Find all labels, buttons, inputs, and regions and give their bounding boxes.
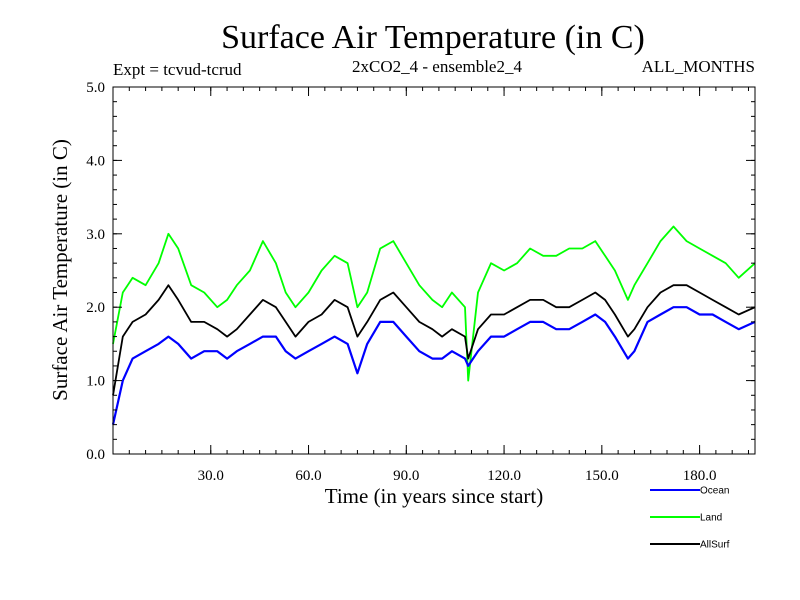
y-axis-label: Surface Air Temperature (in C)	[48, 139, 72, 401]
series-line-land	[112, 225, 756, 382]
x-tick-label: 150.0	[585, 468, 619, 484]
x-tick-label: 180.0	[683, 468, 717, 484]
x-tick-label: 120.0	[487, 468, 521, 484]
chart-subtitle-left: Expt = tcvud-tcrud	[113, 60, 242, 79]
chart-title: Surface Air Temperature (in C)	[221, 19, 645, 56]
y-tick-label: 0.0	[86, 447, 105, 463]
legend-label-land: Land	[700, 513, 722, 524]
series-layer	[111, 225, 756, 425]
x-tick-label: 60.0	[295, 468, 321, 484]
legend-label-ocean: Ocean	[700, 486, 729, 497]
chart-subtitle-center: 2xCO2_4 - ensemble2_4	[352, 57, 522, 76]
y-tick-label: 2.0	[86, 300, 105, 316]
x-axis-label: Time (in years since start)	[325, 484, 544, 508]
x-tick-label: 90.0	[393, 468, 419, 484]
plot-frame	[112, 86, 756, 455]
series-line-ocean	[111, 306, 756, 425]
ticks-layer: 0.0 1.0 2.0 3.0 4.0 5.0 30.0 60.0 90.0 120.0 150.0…	[86, 80, 755, 484]
legend-label-allsurf: AllSurf	[700, 540, 730, 551]
series-line-allsurf	[112, 284, 756, 396]
y-tick-label: 4.0	[86, 153, 105, 169]
chart-subtitle-right: ALL_MONTHS	[642, 57, 755, 76]
y-tick-label: 5.0	[86, 80, 105, 96]
y-tick-label: 1.0	[86, 374, 105, 390]
legend: Ocean Land AllSurf	[650, 486, 730, 551]
x-tick-label: 30.0	[198, 468, 224, 484]
y-tick-label: 3.0	[86, 227, 105, 243]
